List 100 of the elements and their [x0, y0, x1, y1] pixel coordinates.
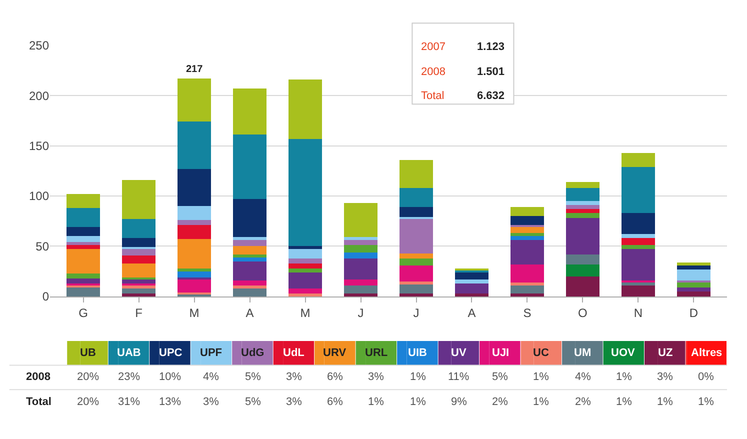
bar: [344, 245, 378, 252]
text: 3%: [286, 371, 302, 383]
annotation: 1.501: [477, 66, 505, 78]
text: 1%: [616, 396, 632, 408]
y-tick-label: 50: [36, 239, 50, 254]
bar: [566, 182, 600, 188]
text: 3%: [203, 396, 220, 408]
x-tick-label: F: [135, 306, 142, 320]
text: 6%: [327, 371, 344, 383]
x-tick-label: G: [78, 306, 88, 320]
bar: [566, 205, 600, 210]
bar: [677, 269, 710, 280]
bar: [233, 257, 266, 262]
bar: [344, 293, 378, 296]
x-tick-label: A: [468, 306, 476, 320]
text: 31%: [118, 396, 140, 408]
bar: [122, 255, 156, 264]
bar: [677, 287, 710, 292]
x-tick-label: S: [523, 306, 532, 320]
text: 3%: [368, 371, 384, 383]
text: 5%: [492, 371, 508, 383]
text: 20%: [77, 371, 100, 383]
bar: [455, 283, 488, 294]
bar: [677, 291, 710, 296]
bar: [122, 293, 156, 296]
x-tick-label: O: [578, 306, 588, 320]
bar: [233, 261, 266, 280]
text: 1%: [410, 396, 426, 408]
bar: [400, 160, 433, 188]
bar: [510, 264, 544, 282]
bar: [288, 288, 322, 294]
text: 23%: [118, 371, 140, 383]
bar: [233, 288, 266, 296]
bar: [233, 199, 266, 238]
bar: [622, 285, 655, 296]
bar: [344, 240, 378, 246]
text: 13%: [159, 396, 182, 408]
text: 1%: [616, 371, 632, 383]
text: 10%: [159, 371, 182, 383]
bar: [622, 213, 655, 234]
text: 1%: [533, 371, 550, 383]
bar: [288, 268, 322, 272]
bar: [622, 234, 655, 238]
bar: [233, 285, 266, 288]
y-tick-label: 0: [42, 290, 50, 304]
text: 1%: [410, 371, 426, 383]
bar: [344, 285, 378, 294]
bar: [400, 281, 433, 284]
bar: [288, 258, 322, 264]
text: 20%: [77, 396, 100, 408]
x-tick-label: A: [246, 306, 254, 320]
text: 1%: [698, 396, 714, 408]
bar: [233, 237, 266, 240]
bar: [122, 180, 156, 220]
bar: [566, 218, 600, 254]
bar: [233, 280, 266, 286]
bar: [178, 220, 211, 226]
bar: [510, 207, 544, 216]
bar: [344, 252, 378, 258]
bar: [178, 271, 211, 278]
bar: [510, 233, 544, 236]
bar: [566, 201, 600, 206]
text: Total: [26, 396, 52, 408]
bar: [344, 237, 378, 240]
text: 5%: [245, 371, 262, 383]
text: 1%: [368, 396, 384, 408]
bar: [455, 293, 488, 296]
bar: [510, 293, 544, 296]
bar: [66, 227, 100, 236]
bar: [178, 268, 211, 272]
bar: [677, 282, 710, 288]
text: 2008: [26, 371, 50, 383]
bar: [66, 208, 100, 228]
bar: [288, 293, 322, 296]
text: 1%: [657, 396, 674, 408]
bar: [622, 249, 655, 280]
x-tick-label: D: [689, 306, 698, 320]
x-tick-label: J: [413, 306, 420, 320]
bar: [122, 238, 156, 248]
bar: [178, 239, 211, 268]
bar: [233, 240, 266, 246]
annotation: 6.632: [477, 90, 505, 102]
bar: [66, 249, 100, 274]
text: 3%: [657, 371, 674, 383]
bar: [233, 134, 266, 200]
bar: [344, 258, 378, 280]
bar: [66, 278, 100, 284]
bar: [566, 264, 600, 276]
bar: [66, 236, 100, 242]
x-tick-label: J: [358, 306, 364, 320]
bar: [400, 253, 433, 258]
bar: [566, 276, 600, 296]
bar: [66, 242, 100, 246]
bar: [288, 263, 322, 268]
bar: [178, 122, 211, 169]
bar: [455, 279, 488, 284]
text: 3%: [286, 396, 302, 408]
text: 6%: [327, 396, 344, 408]
text: 4%: [575, 371, 592, 383]
bar: [400, 258, 433, 266]
